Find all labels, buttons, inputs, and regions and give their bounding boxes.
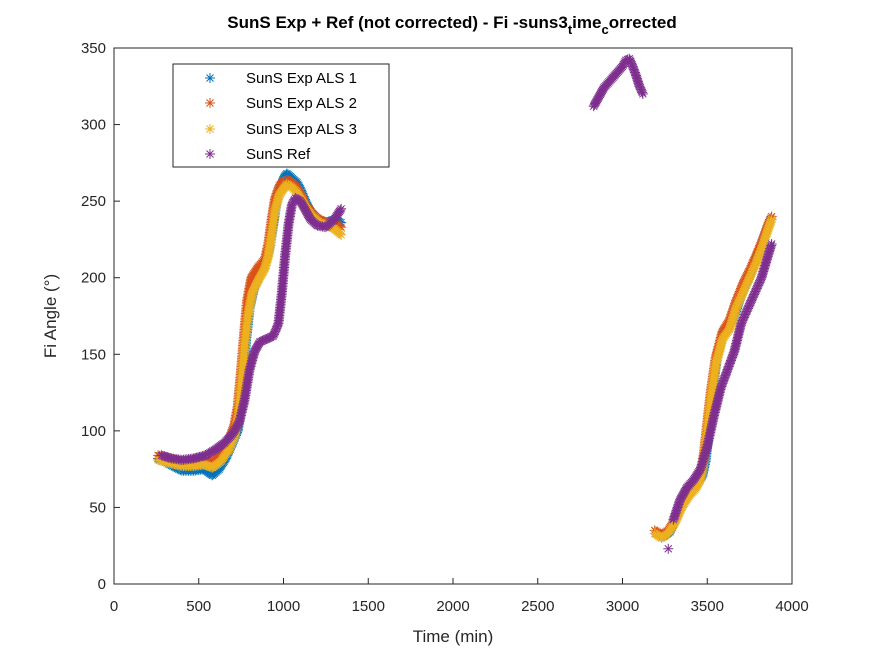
x-tick-label: 500 bbox=[186, 598, 211, 615]
legend-label-ref: SunS Ref bbox=[246, 146, 311, 163]
x-axis-label: Time (min) bbox=[413, 627, 494, 646]
x-tick-label: 0 bbox=[110, 598, 118, 615]
y-tick-label: 100 bbox=[81, 423, 106, 440]
x-tick-label: 3000 bbox=[606, 598, 639, 615]
data-point bbox=[746, 268, 757, 279]
y-tick-label: 250 bbox=[81, 193, 106, 210]
data-point bbox=[663, 543, 674, 554]
y-tick-label: 0 bbox=[98, 576, 106, 593]
axis-ticks bbox=[113, 47, 793, 585]
legend: SunS Exp ALS 1 SunS Exp ALS 2 SunS Exp A… bbox=[172, 63, 390, 168]
chart-title-sub1: t bbox=[568, 22, 573, 37]
data-point bbox=[759, 235, 770, 246]
chart-title: SunS Exp + Ref (not corrected) - Fi -sun… bbox=[227, 13, 676, 37]
chart-title-main: SunS Exp + Ref (not corrected) - Fi -sun… bbox=[227, 13, 568, 32]
data-point bbox=[637, 87, 648, 98]
y-tick-label: 350 bbox=[81, 40, 106, 57]
chart-title-mid: ime bbox=[572, 13, 601, 32]
legend-label-als3: SunS Exp ALS 3 bbox=[246, 121, 357, 138]
x-tick-label: 1000 bbox=[267, 598, 300, 615]
x-tick-label: 4000 bbox=[775, 598, 808, 615]
legend-marker bbox=[205, 98, 215, 108]
data-point bbox=[637, 88, 648, 99]
data-point bbox=[766, 216, 777, 227]
y-tick-label: 50 bbox=[89, 499, 106, 516]
y-axis-label: Fi Angle (°) bbox=[41, 274, 60, 358]
data-markers bbox=[153, 53, 777, 554]
legend-marker bbox=[205, 124, 215, 134]
data-point bbox=[766, 239, 777, 250]
y-tick-label: 300 bbox=[81, 117, 106, 134]
x-tick-label: 2000 bbox=[436, 598, 469, 615]
y-tick-label: 200 bbox=[81, 270, 106, 287]
y-tick-label: 150 bbox=[81, 346, 106, 363]
x-tick-label: 3500 bbox=[691, 598, 724, 615]
legend-label-als2: SunS Exp ALS 2 bbox=[246, 95, 357, 112]
chart-title-end: orrected bbox=[609, 13, 677, 32]
legend-marker bbox=[205, 149, 215, 159]
data-point bbox=[336, 203, 347, 214]
data-point bbox=[766, 214, 777, 225]
x-tick-label: 2500 bbox=[521, 598, 554, 615]
chart-title-sub2: c bbox=[601, 22, 608, 37]
series-4 bbox=[156, 53, 777, 554]
legend-label-als1: SunS Exp ALS 1 bbox=[246, 70, 357, 87]
legend-marker bbox=[205, 73, 215, 83]
axis-tick-labels: 0 500 1000 1500 2000 2500 3000 3500 4000 0 50 100 15… bbox=[81, 40, 809, 615]
data-point bbox=[336, 229, 347, 240]
x-tick-label: 1500 bbox=[352, 598, 385, 615]
